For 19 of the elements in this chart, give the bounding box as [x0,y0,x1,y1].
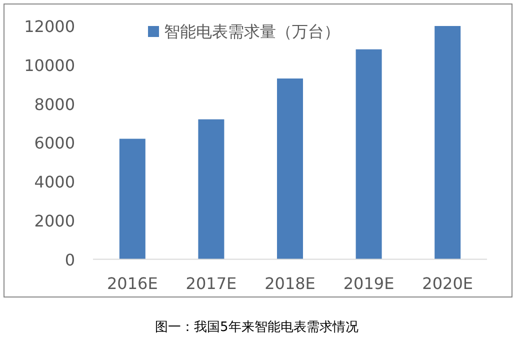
x-tick-label: 2017E [186,274,237,293]
x-tick-label: 2020E [422,274,474,293]
bar [356,49,382,260]
text: 图一：我国5年来智能电表需求情况 [155,320,358,335]
y-tick-label: 2000 [34,211,75,230]
x-tick-label: 2019E [343,274,394,293]
x-tick-label: 2018E [264,274,316,293]
bar [434,26,461,260]
y-tick-label: 10000 [24,56,75,75]
bar [198,119,224,260]
bar [119,138,146,260]
bar [277,78,303,260]
y-tick-label: 4000 [34,172,75,192]
y-tick-label: 12000 [24,17,75,36]
x-tick-label: 2016E [106,274,158,293]
y-tick-label: 8000 [34,94,75,114]
legend-label: 智能电表需求量（万台） [164,22,340,41]
y-tick-label: 0 [64,250,75,270]
y-tick-label: 6000 [34,134,75,153]
